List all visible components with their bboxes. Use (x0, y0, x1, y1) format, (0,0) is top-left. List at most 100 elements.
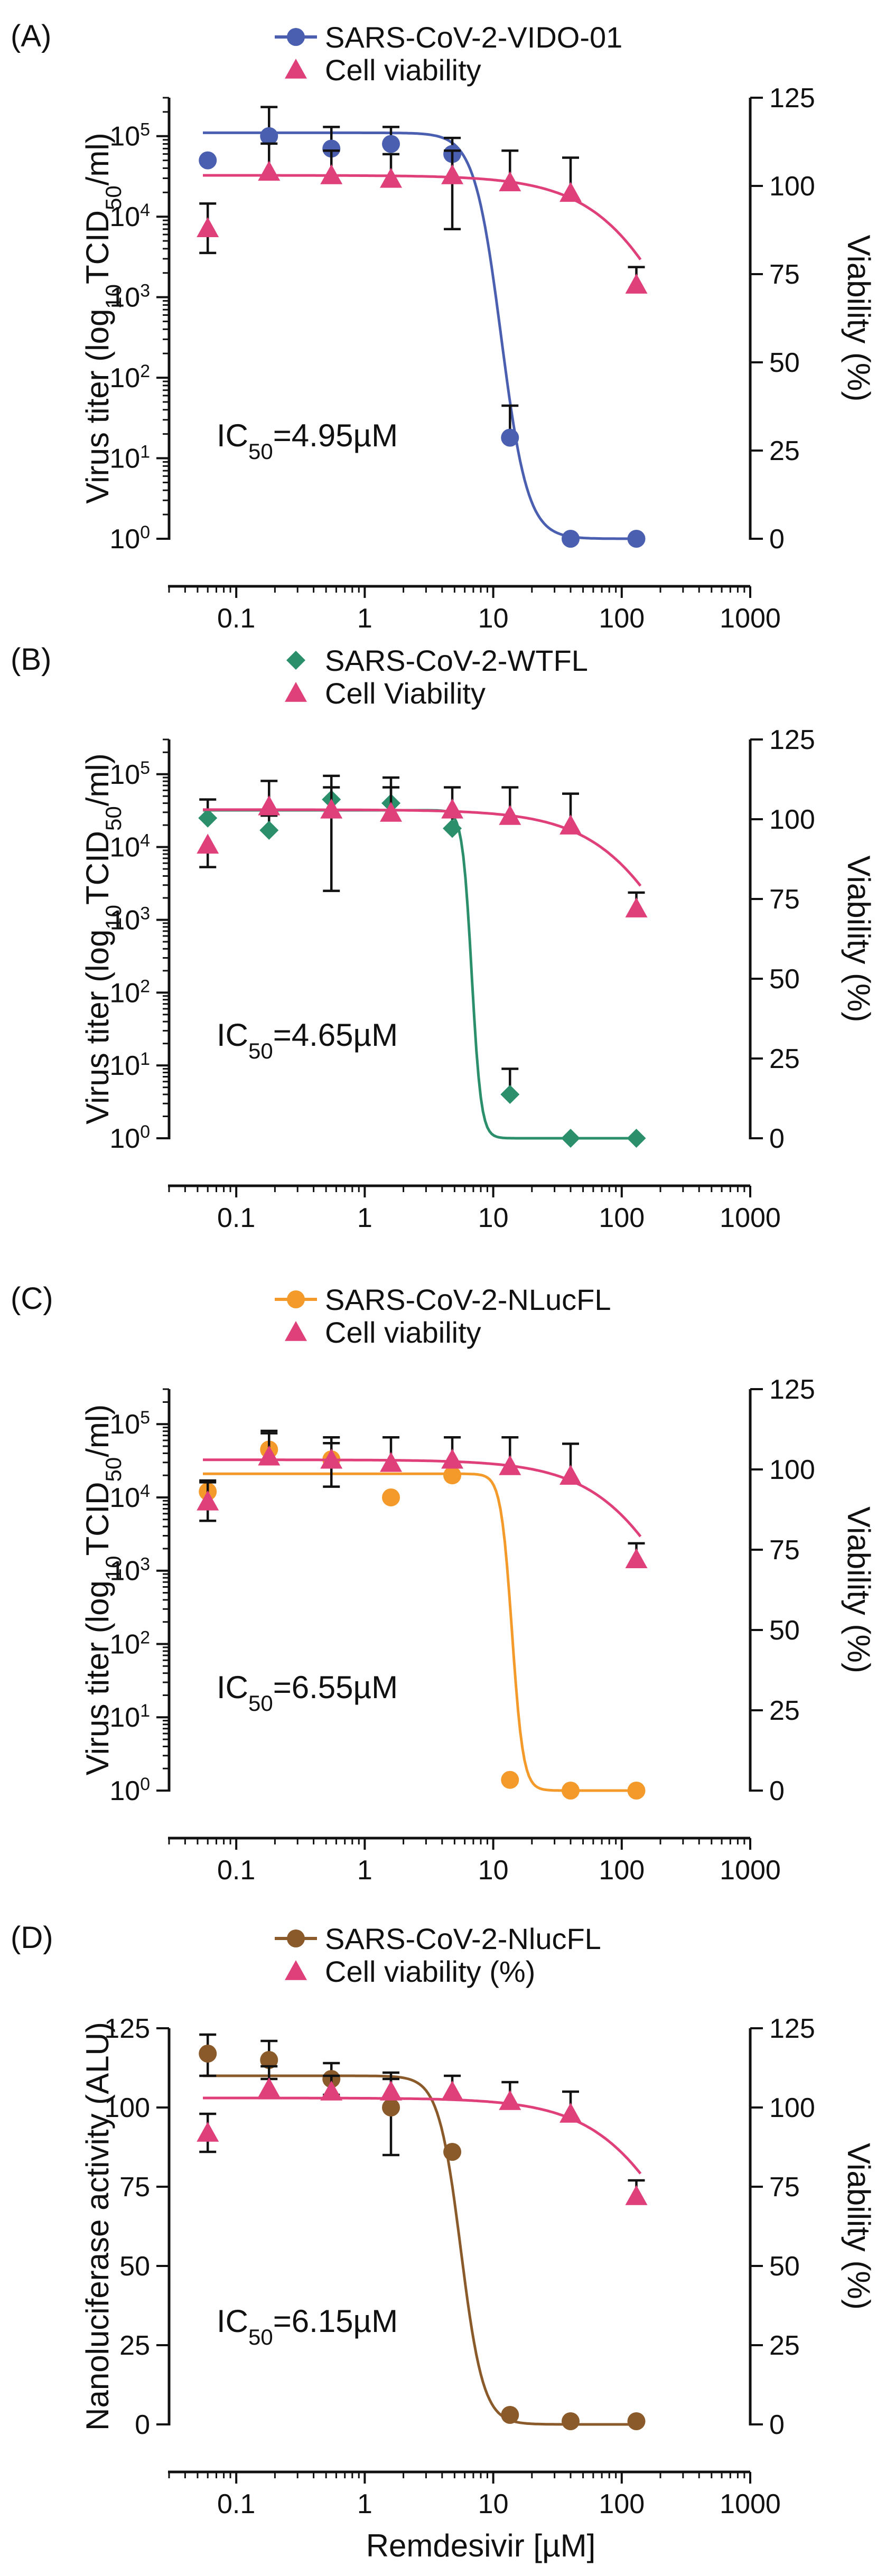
chart-panel: (C) 0.1 1 10 100 1000 100 101 102 103 104 105 0 25 50 7… (11, 1281, 876, 1886)
panel-label: (D) (11, 1921, 53, 1955)
y-left-tick-label: 104 (109, 200, 150, 232)
legend-entry: SARS-CoV-2-VIDO-01 (275, 21, 622, 54)
data-point (562, 530, 580, 548)
data-point (443, 1466, 462, 1485)
x-tick-label: 0.1 (217, 1855, 255, 1886)
y-right-tick-label: 125 (769, 725, 815, 755)
y-right-tick-label: 25 (769, 2330, 800, 2361)
data-point (441, 2081, 464, 2101)
y-right-axis-title: Viability (%) (841, 856, 876, 1023)
legend-marker (285, 682, 307, 702)
y-right-tick-label: 50 (769, 2251, 800, 2282)
data-point (559, 1465, 582, 1485)
data-point (562, 2412, 580, 2430)
x-tick-label: 10 (478, 1855, 509, 1886)
x-tick-label: 0.1 (217, 603, 255, 634)
x-tick-label: 1000 (720, 2489, 781, 2519)
y-right-tick-label: 25 (769, 1044, 800, 1074)
y-right-tick-label: 25 (769, 1696, 800, 1726)
data-point (441, 1448, 464, 1469)
legend-entry: SARS-CoV-2-NlucFL (275, 1922, 601, 1955)
data-point (501, 2406, 519, 2424)
legend-marker (287, 1290, 305, 1308)
data-point (320, 164, 343, 184)
data-point (443, 819, 462, 838)
data-point (197, 833, 219, 854)
data-point (380, 1451, 403, 1472)
x-tick-label: 1000 (720, 1203, 781, 1233)
x-tick-label: 0.1 (217, 2489, 255, 2519)
x-tick-label: 1 (357, 2489, 372, 2519)
data-point (382, 2099, 400, 2116)
y-right-axis-title: Viability (%) (841, 235, 876, 402)
data-point (320, 1448, 343, 1469)
chart-panel: (B) 0.1 1 10 100 1000 100 101 102 103 104 105 0 25 50 7… (11, 642, 876, 1233)
y-left-tick-label: 104 (109, 1481, 150, 1513)
y-right-tick-label: 0 (769, 1123, 785, 1154)
data-point (561, 1129, 581, 1148)
series (199, 2033, 646, 2430)
data-point (199, 151, 217, 170)
data-point (258, 161, 281, 181)
legend-entry: Cell viability (285, 1316, 481, 1349)
y-left-axis-title: Virus titer (log10TCID50/ml) (80, 753, 126, 1124)
series (197, 2065, 648, 2205)
x-tick-label: 100 (599, 603, 645, 634)
y-right-axis-title: Viability (%) (841, 1506, 876, 1673)
x-tick-label: 100 (599, 1203, 645, 1233)
legend-label: SARS-CoV-2-VIDO-01 (325, 21, 622, 54)
data-point (197, 1490, 219, 1511)
legend-marker (285, 1960, 307, 1980)
y-right-tick-label: 125 (769, 1374, 815, 1405)
data-point (258, 2077, 281, 2097)
data-point (260, 127, 278, 145)
data-point (562, 1782, 580, 1800)
y-left-tick-label: 125 (104, 2013, 150, 2044)
legend-entry: Cell viability (285, 53, 481, 87)
panel-label: (C) (11, 1281, 53, 1316)
legend-entry: Cell Viability (285, 677, 486, 710)
data-point (199, 2045, 217, 2063)
y-left-tick-label: 100 (104, 2093, 150, 2123)
y-right-tick-label: 100 (769, 1455, 815, 1485)
data-point (499, 171, 521, 192)
y-right-tick-label: 75 (769, 1535, 800, 1566)
y-left-tick-label: 105 (109, 120, 150, 152)
legend-marker (287, 28, 305, 46)
x-tick-label: 1000 (720, 1855, 781, 1886)
data-point (625, 274, 648, 294)
y-left-tick-label: 105 (109, 758, 150, 790)
data-point (501, 428, 519, 447)
x-tick-label: 100 (599, 2489, 645, 2519)
data-point (258, 1445, 281, 1466)
data-point (380, 167, 403, 188)
ic50-annotation: IC50=4.95µM (217, 418, 398, 464)
data-point (625, 2185, 648, 2205)
series (197, 780, 648, 917)
y-right-tick-label: 75 (769, 259, 800, 290)
data-point (320, 2081, 343, 2101)
data-point (258, 795, 281, 816)
panel-label: (A) (11, 19, 51, 53)
data-point (380, 2081, 403, 2101)
y-left-tick-label: 103 (109, 1554, 150, 1587)
y-right-tick-label: 50 (769, 348, 800, 378)
legend-marker (285, 59, 307, 79)
data-point (382, 1488, 400, 1506)
y-left-tick-label: 75 (119, 2172, 150, 2203)
y-right-tick-label: 50 (769, 964, 800, 995)
data-point (625, 897, 648, 917)
y-right-tick-label: 75 (769, 884, 800, 915)
data-point (499, 1455, 521, 1475)
y-left-axis-title: Virus titer (log10TCID50/ml) (80, 1404, 126, 1775)
series (197, 1429, 648, 1569)
legend-label: Cell viability (325, 1316, 481, 1349)
data-point (441, 164, 464, 184)
data-point (260, 2051, 278, 2069)
x-tick-label: 10 (478, 1203, 509, 1233)
data-point (441, 798, 464, 819)
y-right-tick-label: 50 (769, 1615, 800, 1646)
y-right-tick-label: 0 (769, 2410, 785, 2440)
x-tick-label: 0.1 (217, 1203, 255, 1233)
